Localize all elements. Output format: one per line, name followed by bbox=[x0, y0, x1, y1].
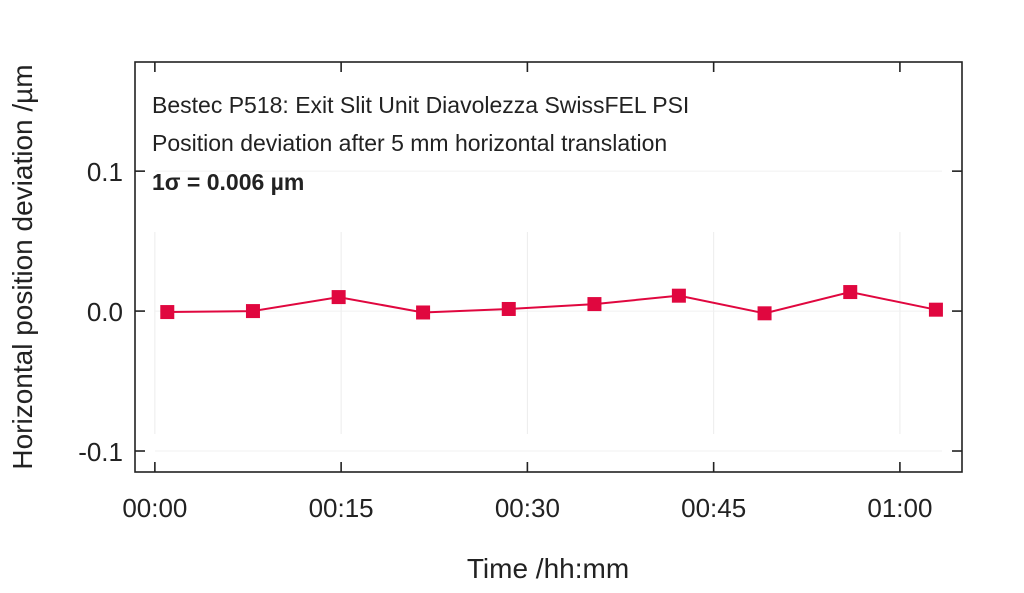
y-tick-label: -0.1 bbox=[78, 437, 123, 467]
data-point bbox=[671, 288, 686, 303]
x-tick-label: 00:30 bbox=[495, 493, 560, 523]
x-axis-label: Time /hh:mm bbox=[467, 553, 629, 584]
x-tick-label: 00:45 bbox=[681, 493, 746, 523]
series bbox=[160, 285, 943, 321]
annotation-1: Bestec P518: Exit Slit Unit Diavolezza S… bbox=[152, 92, 689, 118]
x-tick-label: 00:15 bbox=[309, 493, 374, 523]
data-point bbox=[331, 290, 346, 305]
data-point bbox=[587, 297, 602, 312]
annotation-sigma: 1σ = 0.006 µm bbox=[152, 169, 304, 195]
axis-ticks: 00:00 00:15 00:30 00:45 01:00 0.1 0.0 -0.1 bbox=[78, 62, 962, 523]
annotation-2: Position deviation after 5 mm horizontal… bbox=[152, 130, 667, 156]
x-tick-label: 01:00 bbox=[867, 493, 932, 523]
y-tick-label: 0.0 bbox=[87, 297, 123, 327]
grid bbox=[154, 170, 942, 452]
data-point bbox=[160, 305, 175, 320]
data-point bbox=[245, 304, 260, 319]
y-axis-label: Horizontal position deviation /µm bbox=[7, 64, 38, 469]
x-tick-label: 00:00 bbox=[122, 493, 187, 523]
data-point bbox=[501, 301, 516, 316]
data-point bbox=[757, 306, 772, 321]
data-point bbox=[928, 302, 943, 317]
plot-frame bbox=[134, 61, 963, 473]
data-point bbox=[416, 305, 431, 320]
series-line bbox=[167, 291, 937, 315]
data-point bbox=[843, 285, 858, 300]
y-tick-label: 0.1 bbox=[87, 157, 123, 187]
